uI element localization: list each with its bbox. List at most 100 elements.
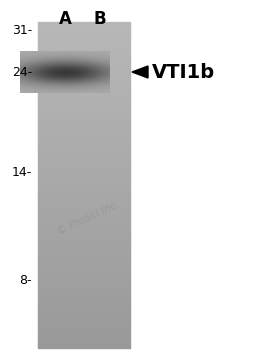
Bar bbox=[38, 208, 130, 209]
Bar bbox=[38, 284, 130, 285]
Bar bbox=[38, 232, 130, 233]
Bar bbox=[38, 120, 130, 121]
Bar bbox=[38, 261, 130, 262]
Bar bbox=[38, 72, 130, 73]
Bar bbox=[38, 174, 130, 175]
Bar bbox=[38, 197, 130, 198]
Bar bbox=[38, 104, 130, 106]
Bar bbox=[38, 71, 130, 72]
Bar bbox=[38, 52, 130, 53]
Bar bbox=[38, 183, 130, 184]
Bar bbox=[38, 165, 130, 167]
Bar bbox=[38, 282, 130, 283]
Bar bbox=[38, 50, 130, 51]
Bar bbox=[38, 313, 130, 314]
Bar bbox=[38, 299, 130, 300]
Bar bbox=[38, 32, 130, 33]
Bar bbox=[38, 210, 130, 211]
Bar bbox=[38, 216, 130, 218]
Bar bbox=[38, 92, 130, 93]
Bar bbox=[38, 57, 130, 58]
Bar bbox=[38, 135, 130, 136]
Bar bbox=[38, 314, 130, 316]
Bar bbox=[38, 89, 130, 90]
Bar bbox=[38, 141, 130, 143]
Bar bbox=[38, 195, 130, 196]
Bar bbox=[38, 297, 130, 298]
Bar bbox=[38, 60, 130, 61]
Bar bbox=[38, 249, 130, 250]
Bar bbox=[38, 198, 130, 199]
Bar bbox=[38, 340, 130, 341]
Bar bbox=[38, 274, 130, 275]
Bar bbox=[38, 101, 130, 102]
Bar bbox=[38, 294, 130, 295]
Bar bbox=[38, 304, 130, 306]
Bar bbox=[38, 270, 130, 271]
Bar bbox=[38, 226, 130, 227]
Bar bbox=[38, 87, 130, 88]
Bar bbox=[38, 48, 130, 49]
Bar bbox=[38, 238, 130, 239]
Bar bbox=[38, 23, 130, 24]
Bar bbox=[38, 267, 130, 269]
Bar bbox=[38, 176, 130, 177]
Bar bbox=[38, 243, 130, 244]
Bar bbox=[38, 51, 130, 52]
Bar bbox=[38, 285, 130, 286]
Bar bbox=[38, 295, 130, 296]
Bar bbox=[38, 78, 130, 79]
Bar bbox=[38, 129, 130, 130]
Bar bbox=[38, 199, 130, 200]
Bar bbox=[38, 316, 130, 317]
Bar bbox=[38, 296, 130, 297]
Bar bbox=[38, 213, 130, 214]
Text: VTI1b: VTI1b bbox=[152, 62, 215, 81]
Bar bbox=[38, 338, 130, 339]
Bar bbox=[38, 222, 130, 223]
Bar bbox=[38, 43, 130, 44]
Bar bbox=[38, 204, 130, 205]
Bar bbox=[38, 44, 130, 45]
Bar bbox=[38, 163, 130, 164]
Bar bbox=[38, 346, 130, 347]
Bar bbox=[38, 29, 130, 31]
Bar bbox=[38, 209, 130, 210]
Bar bbox=[38, 67, 130, 69]
Bar bbox=[38, 335, 130, 336]
Bar bbox=[38, 207, 130, 208]
Bar bbox=[38, 265, 130, 266]
Bar bbox=[38, 35, 130, 36]
Bar bbox=[38, 344, 130, 345]
Bar bbox=[38, 345, 130, 346]
Bar bbox=[38, 69, 130, 70]
Bar bbox=[38, 252, 130, 253]
Bar bbox=[38, 300, 130, 301]
Bar bbox=[38, 119, 130, 120]
Bar bbox=[38, 206, 130, 207]
Bar bbox=[38, 155, 130, 156]
Bar bbox=[38, 229, 130, 230]
Bar bbox=[38, 136, 130, 137]
Bar bbox=[38, 37, 130, 38]
Text: B: B bbox=[94, 10, 106, 28]
Bar bbox=[38, 223, 130, 224]
Bar bbox=[38, 298, 130, 299]
Bar bbox=[38, 49, 130, 50]
Bar bbox=[38, 88, 130, 89]
Bar bbox=[38, 58, 130, 59]
Bar bbox=[38, 290, 130, 292]
Bar bbox=[38, 263, 130, 264]
Bar bbox=[38, 139, 130, 140]
Bar bbox=[38, 308, 130, 309]
Bar bbox=[38, 61, 130, 62]
Bar bbox=[38, 182, 130, 183]
Bar bbox=[38, 109, 130, 110]
Bar bbox=[38, 331, 130, 332]
Bar bbox=[38, 22, 130, 23]
Bar bbox=[38, 93, 130, 94]
Bar bbox=[38, 146, 130, 147]
Bar bbox=[38, 115, 130, 116]
Bar bbox=[38, 220, 130, 221]
Bar bbox=[38, 288, 130, 289]
